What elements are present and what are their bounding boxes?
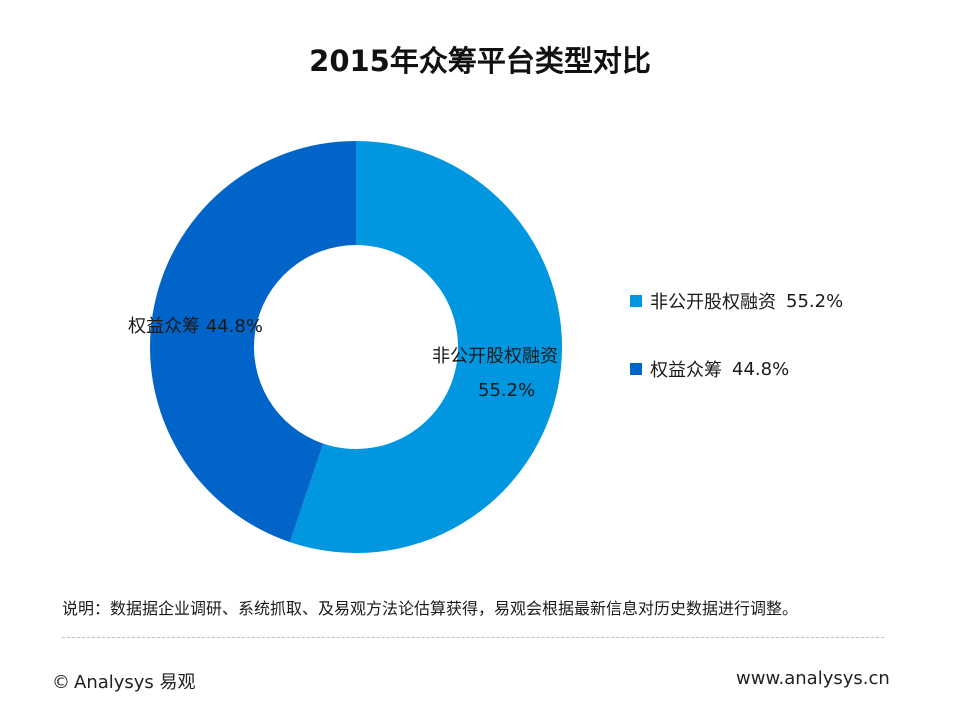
brand-name: Analysys 易观	[74, 672, 196, 693]
slice-label-private-equity-name: 非公开股权融资	[432, 346, 558, 367]
chart-title: 2015年众筹平台类型对比	[309, 44, 651, 78]
slice-label-private-equity-value: 55.2%	[478, 380, 536, 401]
legend-value: 44.8%	[732, 358, 790, 380]
legend-swatch	[630, 363, 642, 375]
copyright-icon: ©	[52, 672, 70, 693]
donut-slice-1	[150, 141, 356, 543]
legend: 非公开股权融资 55.2% 权益众筹 44.8%	[630, 286, 843, 422]
footer-website: www.analysys.cn	[736, 668, 890, 689]
legend-item-equity-crowdfunding: 权益众筹 44.8%	[630, 354, 843, 384]
footer-divider	[62, 637, 884, 638]
methodology-note: 说明：数据据企业调研、系统抓取、及易观方法论估算获得，易观会根据最新信息对历史数…	[62, 599, 799, 618]
footer-brand: © Analysys 易观	[52, 668, 200, 694]
legend-label: 非公开股权融资	[650, 292, 776, 313]
slice-label-name: 权益众筹	[128, 316, 200, 337]
legend-value: 55.2%	[786, 290, 844, 312]
legend-swatch	[630, 295, 642, 307]
slice-label-equity-crowdfunding: 权益众筹 44.8%	[128, 312, 263, 338]
slice-label-value: 44.8%	[205, 316, 263, 337]
legend-label: 权益众筹	[650, 360, 722, 381]
legend-item-private-equity: 非公开股权融资 55.2%	[630, 286, 843, 316]
donut-slice-0	[289, 141, 562, 553]
